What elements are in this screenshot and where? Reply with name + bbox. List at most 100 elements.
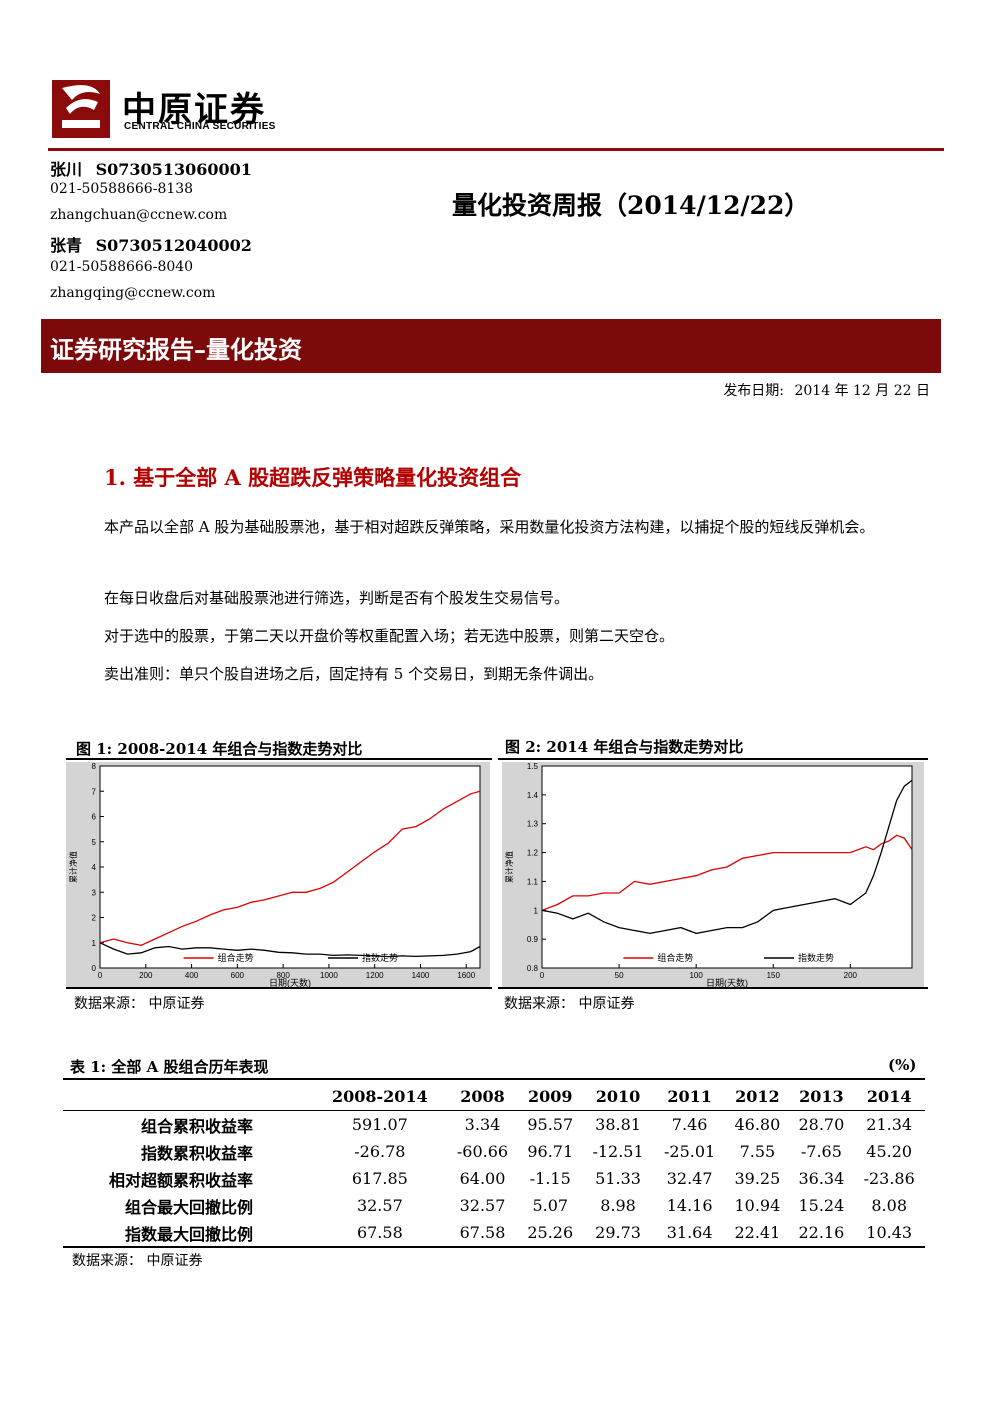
table-cell: -12.51 [592,1142,644,1161]
table-cell: 36.34 [798,1169,845,1188]
series-line-portfolio [541,834,913,911]
table-cell: 22.41 [725,1219,790,1248]
row-label: 相对超额累积收益率 [108,1170,253,1190]
table-cell: 39.25 [734,1169,781,1188]
table-header: 2008 [446,1082,519,1111]
table-row: 组合最大回撤比例 32.57 32.57 5.07 8.98 14.16 10.… [63,1192,925,1219]
table-cell: -7.65 [800,1142,842,1161]
y-tick-label: 1.5 [527,762,539,771]
publish-date-label: 发布日期: [723,383,785,399]
y-tick-label: 8 [92,762,97,771]
table-cell: -26.78 [354,1142,406,1161]
logo-name-cn: 中原证券 [122,90,266,130]
table-cell: -25.01 [664,1142,716,1161]
x-tick-label: 400 [185,971,199,980]
table-header: 2008-2014 [313,1082,447,1111]
x-tick-label: 1200 [366,971,384,980]
y-tick-label: 7 [92,787,97,796]
x-tick-label: 1600 [457,971,475,980]
table-1-rule [63,1078,925,1080]
publish-date-value: 2014 年 12 月 22 日 [794,383,930,399]
x-tick-label: 150 [767,971,781,980]
series-line-portfolio [99,790,481,946]
table-cell: 67.58 [313,1219,447,1248]
table-cell: 7.46 [671,1115,708,1134]
table-cell: 617.85 [351,1169,408,1188]
table-cell: 96.71 [527,1142,574,1161]
table-cell: 32.57 [356,1196,403,1215]
y-tick-label: 3 [92,888,97,897]
figure-2-chart: 0.8 0.9 1 1.1 1.2 1.3 1.4 1.5 0 50 100 150 200 日期(天数)… [502,762,924,988]
table-cell: 10.43 [853,1219,925,1248]
row-label: 组合累积收益率 [140,1116,253,1136]
table-cell: 32.47 [666,1169,713,1188]
x-tick-label: 600 [231,971,245,980]
y-tick-label: 6 [92,813,97,822]
table-cell: -1.15 [529,1169,571,1188]
author-code: S0730513060001 [95,160,252,179]
paragraph: 在每日收盘后对基础股票池进行筛选，判断是否有个股发生交易信号。 [104,589,570,607]
x-axis-label: 日期(天数) [269,977,311,988]
y-tick-label: 1 [534,906,539,915]
x-tick-label: 1400 [412,971,430,980]
author-2: 张青 S0730512040002 [50,232,252,256]
banner-text: 证券研究报告–量化投资 [50,335,302,364]
table-cell: 3.34 [464,1115,501,1134]
y-tick-label: 4 [92,863,97,872]
plot-area [99,765,481,969]
report-banner [41,319,941,373]
series-line-index [541,779,913,935]
table-cell: 21.34 [866,1115,913,1134]
table-cell: 8.08 [871,1196,907,1215]
table-row: 组合累积收益率 591.07 3.34 95.57 38.81 7.46 46.… [63,1111,925,1139]
publish-date: 发布日期: 2014 年 12 月 22 日 [723,380,930,400]
table-header: 2012 [725,1082,790,1111]
x-axis-label: 日期(天数) [706,977,748,988]
table-1-unit: (%) [888,1056,917,1074]
x-tick-label: 0 [98,971,103,980]
y-tick-label: 1.4 [527,791,539,800]
table-cell: 95.57 [527,1115,574,1134]
figure-2-title: 图 2: 2014 年组合与指数走势对比 [505,738,744,756]
figure-1-chart: 0 1 2 3 4 5 6 7 8 0 200 400 600 800 1000 1200 1400 1600 日期… [66,762,490,988]
table-cell: 64.00 [459,1169,506,1188]
table-header: 2009 [518,1082,583,1111]
table-row: 相对超额累积收益率 617.85 64.00 -1.15 51.33 32.47… [63,1165,925,1192]
table-cell: 25.26 [518,1219,583,1248]
legend-label: 指数走势 [362,952,398,963]
table-header: 2010 [582,1082,654,1111]
header-divider [48,148,944,151]
table-cell: 32.57 [459,1196,506,1215]
table-header: 2014 [853,1082,925,1111]
x-tick-label: 1000 [320,971,338,980]
figure-1-rule-bottom [66,987,492,989]
y-tick-label: 0.8 [527,964,539,973]
x-tick-label: 100 [689,971,703,980]
table-cell: 8.98 [600,1196,636,1215]
row-label: 指数累积收益率 [140,1143,253,1163]
y-tick-label: 0.9 [527,935,539,944]
table-cell: 45.20 [866,1142,913,1161]
legend-label: 指数走势 [798,952,834,963]
figure-2-rule-bottom [498,987,928,989]
table-cell: -60.66 [456,1142,509,1161]
table-cell: 10.94 [734,1196,781,1215]
author-email[interactable]: zhangqing@ccnew.com [50,285,216,301]
y-tick-label: 2 [92,914,97,923]
x-tick-label: 0 [540,971,545,980]
author-phone: 021-50588666-8138 [50,181,194,197]
y-axis-label: 累计净值 [68,851,78,883]
table-cell: 38.81 [595,1115,641,1134]
table-cell: 591.07 [351,1115,408,1134]
logo-mark-icon [52,80,110,138]
table-cell: 51.33 [595,1169,641,1188]
y-tick-label: 0 [92,964,97,973]
paragraph: 本产品以全部 A 股为基础股票池，基于相对超跌反弹策略，采用数量化投资方法构建，… [104,518,875,536]
author-code: S0730512040002 [95,236,252,255]
y-tick-label: 1.1 [527,877,539,886]
table-1-source: 数据来源： 中原证券 [72,1253,203,1269]
table-cell: 28.70 [798,1115,845,1134]
row-label: 组合最大回撤比例 [124,1197,253,1217]
author-email[interactable]: zhangchuan@ccnew.com [50,207,228,223]
author-name: 张青 [50,236,83,255]
